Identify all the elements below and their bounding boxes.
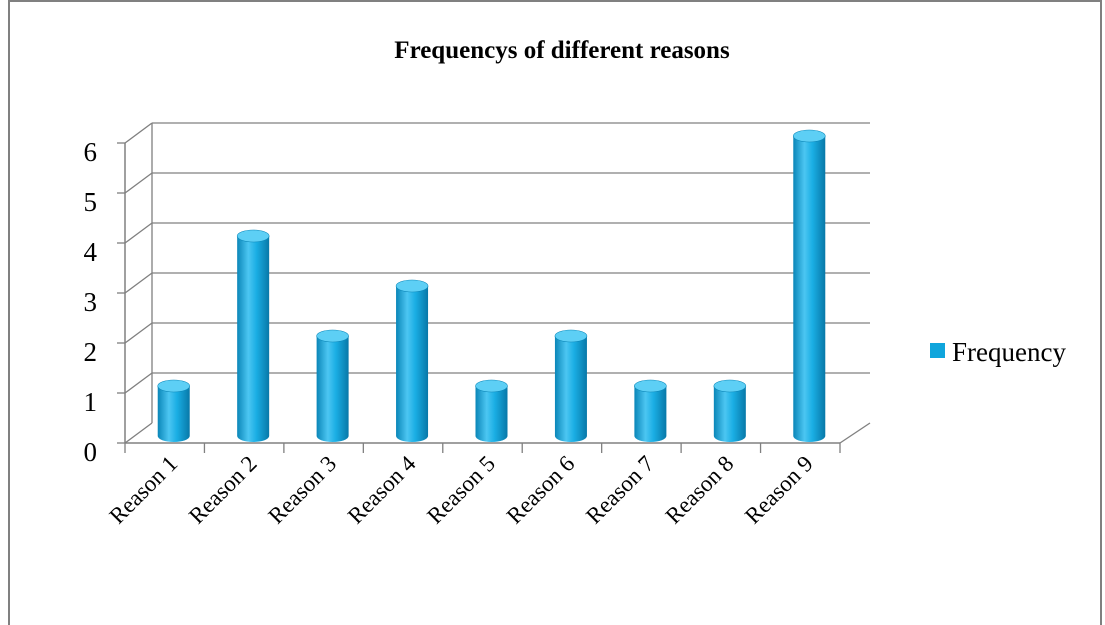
chart-title: Frequencys of different reasons [394,37,730,64]
side-gridline [124,122,153,144]
y-tick-label: 2 [84,337,98,367]
y-tick-label: 0 [84,437,98,467]
gridlines [124,122,870,444]
axes [117,123,871,453]
y-axis-tick-labels: 0 1 2 3 4 5 6 [84,137,98,467]
y-tick-label: 3 [84,287,98,317]
side-gridline [124,272,153,294]
legend: Frequency [930,337,1066,367]
bars [157,129,826,443]
bar-6 [554,329,588,443]
x-tick-label: Reason 4 [343,451,421,529]
y-tick-label: 1 [84,387,98,417]
side-gridline [124,222,153,244]
side-gridline [124,322,153,344]
bar-4 [395,279,429,443]
floor-edge [839,422,871,444]
x-tick-label: Reason 5 [422,451,500,529]
bar-3 [316,329,349,443]
chart-frame [8,0,1102,625]
x-tick-label: Reason 1 [104,451,182,529]
legend-label-frequency: Frequency [952,337,1066,367]
side-gridline [124,372,153,394]
y-tick-label: 6 [84,137,98,167]
y-tick-label: 4 [84,237,98,267]
bar-2 [236,229,270,442]
x-tick-label: Reason 6 [502,451,580,529]
bar-7 [634,379,667,443]
side-gridline [124,172,153,194]
x-tick-label: Reason 7 [581,451,659,529]
side-gridline [124,422,153,444]
x-axis-tick-labels: Reason 1 Reason 2 Reason 3 Reason 4 Reason 5… [104,451,817,529]
x-tick-label: Reason 2 [184,451,262,529]
x-tick-label: Reason 8 [661,451,739,529]
x-tick-label: Reason 3 [263,451,341,529]
y-tick-label: 5 [84,187,98,217]
bar-8 [713,379,747,443]
x-tick-label: Reason 9 [740,451,818,529]
bar-5 [475,379,508,443]
bar-1 [157,379,191,443]
bar-9 [792,129,826,443]
legend-swatch [930,343,945,358]
